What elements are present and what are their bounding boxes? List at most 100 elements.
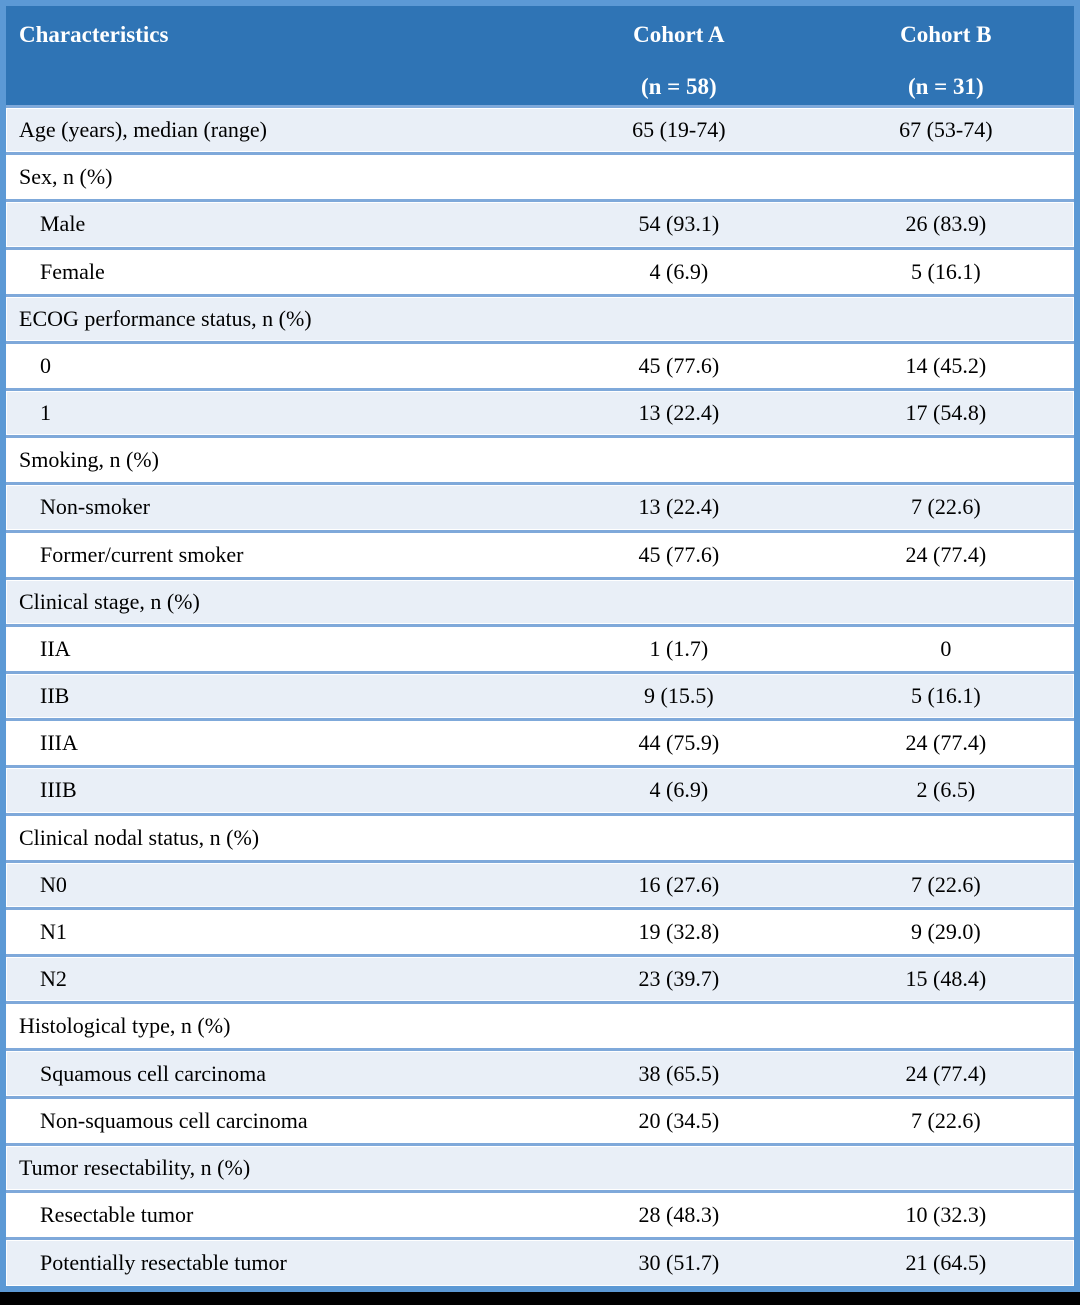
cohort-a-value: 23 (39.7) [540, 956, 818, 1003]
cohort-b-value: 21 (64.5) [818, 1239, 1074, 1286]
cohort-a-value [540, 154, 818, 201]
cohort-b-value [818, 154, 1074, 201]
cohort-a-value: 16 (27.6) [540, 861, 818, 908]
table-row: 0 45 (77.6) 14 (45.2) [6, 342, 1074, 390]
cohort-a-value: 4 (6.9) [540, 767, 818, 814]
cohort-b-value [818, 814, 1074, 861]
cohort-a-value: 65 (19-74) [540, 107, 818, 154]
cohort-b-value: 14 (45.2) [818, 342, 1074, 389]
table-body: Age (years), median (range) 65 (19-74) 67 … [6, 106, 1074, 1286]
bottom-bar [0, 1292, 1080, 1305]
cohort-a-header-name: Cohort A [633, 22, 725, 47]
cohort-a-value: 45 (77.6) [540, 342, 818, 389]
table-row: Clinical nodal status, n (%) [6, 814, 1074, 862]
patient-characteristics-table: Characteristics Cohort A (n = 58) Cohort… [6, 6, 1074, 1286]
cohort-b-value [818, 295, 1074, 342]
row-label: Non-smoker [6, 484, 540, 531]
cohort-b-value: 5 (16.1) [818, 248, 1074, 295]
cohort-a-value [540, 1003, 818, 1050]
table-row: Squamous cell carcinoma 38 (65.5) 24 (77.4… [6, 1049, 1074, 1098]
cohort-a-value: 4 (6.9) [540, 248, 818, 295]
cohort-a-value: 20 (34.5) [540, 1097, 818, 1144]
row-label: Resectable tumor [6, 1191, 540, 1238]
cohort-b-value [818, 437, 1074, 484]
row-label: Clinical nodal status, n (%) [6, 814, 540, 861]
cohort-b-value: 7 (22.6) [818, 861, 1074, 908]
cohort-b-value: 24 (77.4) [818, 1050, 1074, 1097]
table-row: N2 23 (39.7) 15 (48.4) [6, 955, 1074, 1003]
cohort-a-value [540, 578, 818, 625]
cohort-a-value: 54 (93.1) [540, 201, 818, 248]
table-row: N0 16 (27.6) 7 (22.6) [6, 861, 1074, 909]
row-label: Histological type, n (%) [6, 1003, 540, 1050]
row-label: Tumor resectability, n (%) [6, 1144, 540, 1191]
row-label: Female [6, 248, 540, 295]
cohort-b-value: 24 (77.4) [818, 720, 1074, 767]
cohort-b-value: 67 (53-74) [818, 107, 1074, 154]
cohort-b-value: 7 (22.6) [818, 1097, 1074, 1144]
cohort-a-value: 1 (1.7) [540, 625, 818, 672]
cohort-b-value [818, 1144, 1074, 1191]
table-row: Female 4 (6.9) 5 (16.1) [6, 248, 1074, 296]
row-label: Clinical stage, n (%) [6, 578, 540, 625]
cohort-a-value: 30 (51.7) [540, 1239, 818, 1286]
table-row: Former/current smoker 45 (77.6) 24 (77.4) [6, 531, 1074, 579]
table-row: Sex, n (%) [6, 153, 1074, 201]
row-label: IIA [6, 625, 540, 672]
cohort-a-value: 44 (75.9) [540, 720, 818, 767]
table-row: IIB 9 (15.5) 5 (16.1) [6, 672, 1074, 720]
cohort-a-value [540, 437, 818, 484]
cohort-a-header: Cohort A (n = 58) [540, 6, 818, 107]
row-label: IIIA [6, 720, 540, 767]
cohort-b-header: Cohort B (n = 31) [818, 6, 1074, 107]
cohort-a-value: 9 (15.5) [540, 673, 818, 720]
cohort-b-value: 2 (6.5) [818, 767, 1074, 814]
table-row: Histological type, n (%) [6, 1002, 1074, 1050]
row-label: IIB [6, 673, 540, 720]
row-label: 0 [6, 342, 540, 389]
table-row: Tumor resectability, n (%) [6, 1144, 1074, 1192]
row-label: Non-squamous cell carcinoma [6, 1097, 540, 1144]
row-label: Male [6, 201, 540, 248]
table-row: 1 13 (22.4) 17 (54.8) [6, 389, 1074, 437]
characteristics-header: Characteristics [6, 6, 540, 107]
header-row: Characteristics Cohort A (n = 58) Cohort… [6, 6, 1074, 107]
cohort-a-value: 45 (77.6) [540, 531, 818, 578]
table-row: Male 54 (93.1) 26 (83.9) [6, 200, 1074, 249]
table-row: Resectable tumor 28 (48.3) 10 (32.3) [6, 1191, 1074, 1239]
cohort-a-value: 13 (22.4) [540, 484, 818, 531]
cohort-b-value: 9 (29.0) [818, 908, 1074, 955]
row-label: 1 [6, 390, 540, 437]
row-label: IIIB [6, 767, 540, 814]
cohort-b-value: 24 (77.4) [818, 531, 1074, 578]
table-row: IIA 1 (1.7) 0 [6, 625, 1074, 673]
cohort-a-value: 13 (22.4) [540, 390, 818, 437]
cohort-a-value: 19 (32.8) [540, 908, 818, 955]
table-row: Age (years), median (range) 65 (19-74) 67 … [6, 106, 1074, 154]
cohort-b-value: 17 (54.8) [818, 390, 1074, 437]
cohort-a-value: 28 (48.3) [540, 1191, 818, 1238]
characteristics-header-label: Characteristics [19, 22, 169, 47]
row-label: N1 [6, 908, 540, 955]
cohort-a-value: 38 (65.5) [540, 1050, 818, 1097]
table-row: Clinical stage, n (%) [6, 578, 1074, 626]
table-row: IIIB 4 (6.9) 2 (6.5) [6, 766, 1074, 815]
table-row: Non-squamous cell carcinoma 20 (34.5) 7 (2… [6, 1097, 1074, 1145]
cohort-b-header-n: (n = 31) [907, 74, 984, 99]
cohort-a-value [540, 295, 818, 342]
cohort-b-value [818, 1003, 1074, 1050]
row-label: N2 [6, 956, 540, 1003]
cohort-b-value: 26 (83.9) [818, 201, 1074, 248]
table-row: Non-smoker 13 (22.4) 7 (22.6) [6, 483, 1074, 532]
cohort-b-header-name: Cohort B [900, 22, 992, 47]
table-row: N1 19 (32.8) 9 (29.0) [6, 908, 1074, 956]
row-label: N0 [6, 861, 540, 908]
table-row: Smoking, n (%) [6, 436, 1074, 484]
row-label: Smoking, n (%) [6, 437, 540, 484]
table-row: IIIA 44 (75.9) 24 (77.4) [6, 719, 1074, 767]
cohort-a-value [540, 814, 818, 861]
cohort-a-header-n: (n = 58) [640, 74, 717, 99]
cohort-b-value: 10 (32.3) [818, 1191, 1074, 1238]
cohort-b-value [818, 578, 1074, 625]
